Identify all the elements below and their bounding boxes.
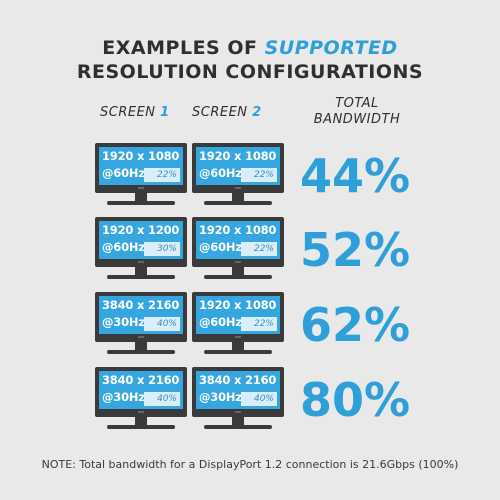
resolution-text: 3840 x 2160 — [199, 373, 277, 387]
page-title: EXAMPLES OF SUPPORTED RESOLUTION CONFIGU… — [0, 36, 500, 84]
monitor-logo — [235, 261, 241, 263]
monitor-screen: 1920 x 1200 @60Hz 30% — [99, 221, 183, 259]
monitor-neck — [232, 193, 244, 201]
title-line-1: EXAMPLES OF SUPPORTED — [0, 36, 500, 60]
monitor-logo — [235, 336, 241, 338]
monitor-bezel: 1920 x 1080 @60Hz 22% — [192, 292, 284, 342]
title-prefix: EXAMPLES OF — [102, 37, 265, 59]
monitor-neck — [135, 267, 147, 275]
monitor-base — [107, 275, 175, 279]
monitor-logo — [138, 261, 144, 263]
resolution-text: 3840 x 2160 — [102, 373, 180, 387]
configuration-row: 1920 x 1080 @60Hz 22% 1920 x 1080 @60Hz … — [0, 143, 500, 215]
title-line-2: RESOLUTION CONFIGURATIONS — [76, 61, 424, 83]
monitor-base — [107, 350, 175, 354]
refresh-rate-text: @60Hz — [102, 166, 145, 180]
monitor-neck — [232, 417, 244, 425]
refresh-rate-text: @30Hz — [102, 315, 145, 329]
refresh-rate-text: @60Hz — [199, 315, 242, 329]
monitor-base — [204, 425, 272, 429]
monitor-screen2: 1920 x 1080 @60Hz 22% — [192, 217, 284, 289]
monitor-screen: 1920 x 1080 @60Hz 22% — [196, 147, 280, 185]
bandwidth-percent-badge: 22% — [241, 168, 277, 182]
monitor-logo — [235, 187, 241, 189]
monitor-screen: 3840 x 2160 @30Hz 40% — [196, 371, 280, 409]
resolution-text: 1920 x 1080 — [199, 223, 277, 237]
monitor-screen: 3840 x 2160 @30Hz 40% — [99, 371, 183, 409]
bandwidth-percent-badge: 22% — [241, 317, 277, 331]
screen2-header-label: SCREEN — [192, 105, 253, 120]
monitor-logo — [138, 336, 144, 338]
monitor-bezel: 3840 x 2160 @30Hz 40% — [95, 292, 187, 342]
monitor-bezel: 3840 x 2160 @30Hz 40% — [192, 367, 284, 417]
total-bandwidth-value: 80% — [300, 373, 411, 427]
configuration-row: 3840 x 2160 @30Hz 40% 1920 x 1080 @60Hz … — [0, 292, 500, 364]
refresh-rate-text: @60Hz — [199, 166, 242, 180]
total-bandwidth-value: 44% — [300, 149, 411, 203]
monitor-screen1: 1920 x 1200 @60Hz 30% — [95, 217, 187, 289]
monitor-base — [107, 201, 175, 205]
monitor-logo — [138, 187, 144, 189]
bandwidth-note: NOTE: Total bandwidth for a DisplayPort … — [41, 458, 459, 471]
total-bandwidth-value: 52% — [300, 223, 411, 277]
total-bandwidth-header: TOTAL BANDWIDTH — [312, 96, 402, 128]
screen1-header-label: SCREEN — [100, 105, 161, 120]
monitor-bezel: 1920 x 1080 @60Hz 22% — [95, 143, 187, 193]
monitor-bezel: 1920 x 1200 @60Hz 30% — [95, 217, 187, 267]
monitor-logo — [138, 411, 144, 413]
resolution-text: 1920 x 1080 — [199, 298, 277, 312]
total-header-line-2: BANDWIDTH — [313, 112, 401, 127]
monitor-neck — [135, 342, 147, 350]
configuration-row: 3840 x 2160 @30Hz 40% 3840 x 2160 @30Hz … — [0, 367, 500, 439]
monitor-base — [204, 275, 272, 279]
monitor-screen2: 1920 x 1080 @60Hz 22% — [192, 292, 284, 364]
monitor-neck — [135, 193, 147, 201]
configuration-row: 1920 x 1200 @60Hz 30% 1920 x 1080 @60Hz … — [0, 217, 500, 289]
monitor-screen1: 1920 x 1080 @60Hz 22% — [95, 143, 187, 215]
monitor-screen: 1920 x 1080 @60Hz 22% — [99, 147, 183, 185]
bandwidth-percent-badge: 30% — [144, 242, 180, 256]
bandwidth-percent-badge: 22% — [241, 242, 277, 256]
monitor-neck — [232, 267, 244, 275]
monitor-screen1: 3840 x 2160 @30Hz 40% — [95, 367, 187, 439]
resolution-text: 3840 x 2160 — [102, 298, 180, 312]
monitor-bezel: 1920 x 1080 @60Hz 22% — [192, 217, 284, 267]
monitor-neck — [135, 417, 147, 425]
screen2-header: SCREEN 2 — [192, 105, 262, 120]
total-bandwidth-value: 62% — [300, 298, 411, 352]
screen2-header-num: 2 — [252, 105, 262, 120]
monitor-base — [204, 201, 272, 205]
resolution-text: 1920 x 1080 — [199, 149, 277, 163]
monitor-bezel: 3840 x 2160 @30Hz 40% — [95, 367, 187, 417]
monitor-bezel: 1920 x 1080 @60Hz 22% — [192, 143, 284, 193]
refresh-rate-text: @30Hz — [199, 390, 242, 404]
monitor-screen: 1920 x 1080 @60Hz 22% — [196, 221, 280, 259]
bandwidth-percent-badge: 40% — [144, 317, 180, 331]
resolution-text: 1920 x 1080 — [102, 149, 180, 163]
refresh-rate-text: @60Hz — [102, 240, 145, 254]
title-accent: SUPPORTED — [264, 37, 398, 59]
screen1-header: SCREEN 1 — [100, 105, 170, 120]
monitor-screen2: 1920 x 1080 @60Hz 22% — [192, 143, 284, 215]
bandwidth-percent-badge: 22% — [144, 168, 180, 182]
monitor-base — [204, 350, 272, 354]
monitor-base — [107, 425, 175, 429]
bandwidth-percent-badge: 40% — [241, 392, 277, 406]
total-header-line-1: TOTAL — [335, 96, 379, 111]
monitor-screen: 3840 x 2160 @30Hz 40% — [99, 296, 183, 334]
monitor-screen: 1920 x 1080 @60Hz 22% — [196, 296, 280, 334]
monitor-logo — [235, 411, 241, 413]
monitor-screen1: 3840 x 2160 @30Hz 40% — [95, 292, 187, 364]
refresh-rate-text: @60Hz — [199, 240, 242, 254]
resolution-text: 1920 x 1200 — [102, 223, 180, 237]
refresh-rate-text: @30Hz — [102, 390, 145, 404]
monitor-screen2: 3840 x 2160 @30Hz 40% — [192, 367, 284, 439]
monitor-neck — [232, 342, 244, 350]
bandwidth-percent-badge: 40% — [144, 392, 180, 406]
screen1-header-num: 1 — [160, 105, 170, 120]
